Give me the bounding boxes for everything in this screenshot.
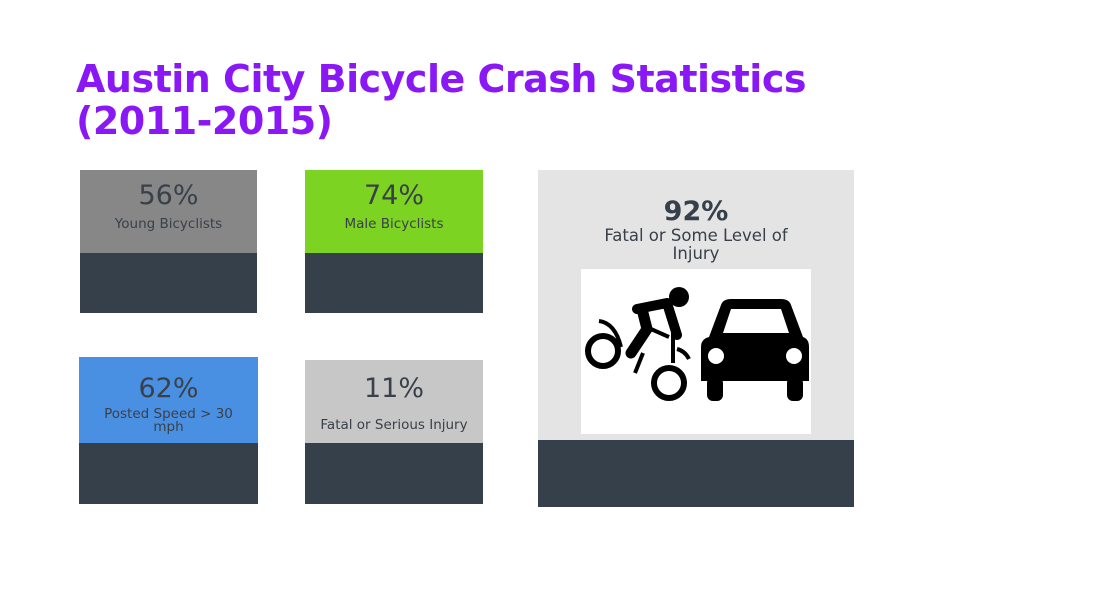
feature-card-header: 92% Fatal or Some Level of Injury	[538, 170, 854, 440]
stat-percent: 11%	[363, 373, 424, 404]
stat-card-male-bicyclists: 74% Male Bicyclists	[305, 170, 483, 313]
stat-label: Young Bicyclists	[114, 216, 223, 232]
page-title: Austin City Bicycle Crash Statistics (20…	[76, 57, 806, 143]
stat-percent: 56%	[138, 180, 199, 211]
stat-card-header: 56% Young Bicyclists	[80, 170, 257, 253]
stat-card-fatal-serious-injury: 11% Fatal or Serious Injury	[305, 360, 483, 504]
stat-card-header: 74% Male Bicyclists	[305, 170, 483, 253]
stat-card-header: 11% Fatal or Serious Injury	[305, 360, 483, 443]
stat-card-footer	[305, 443, 483, 504]
stat-label: Male Bicyclists	[344, 216, 444, 232]
stat-percent: 62%	[138, 373, 199, 404]
stat-card-header: 62% Posted Speed > 30 mph	[79, 357, 258, 443]
stat-card-footer	[80, 253, 257, 313]
stat-card-footer	[305, 253, 483, 313]
feature-card-injury: 92% Fatal or Some Level of Injury	[538, 170, 854, 507]
stat-percent: 74%	[363, 180, 424, 211]
stat-card-posted-speed: 62% Posted Speed > 30 mph	[79, 357, 258, 504]
stat-card-young-bicyclists: 56% Young Bicyclists	[80, 170, 257, 313]
stat-label: Posted Speed > 30 mph	[104, 406, 233, 435]
stat-card-footer	[79, 443, 258, 504]
feature-label: Fatal or Some Level of Injury	[604, 226, 788, 263]
stat-label: Fatal or Serious Injury	[320, 417, 468, 433]
feature-percent: 92%	[663, 196, 729, 227]
feature-card-footer	[538, 440, 854, 507]
bicycle-car-crash-icon	[581, 269, 811, 434]
